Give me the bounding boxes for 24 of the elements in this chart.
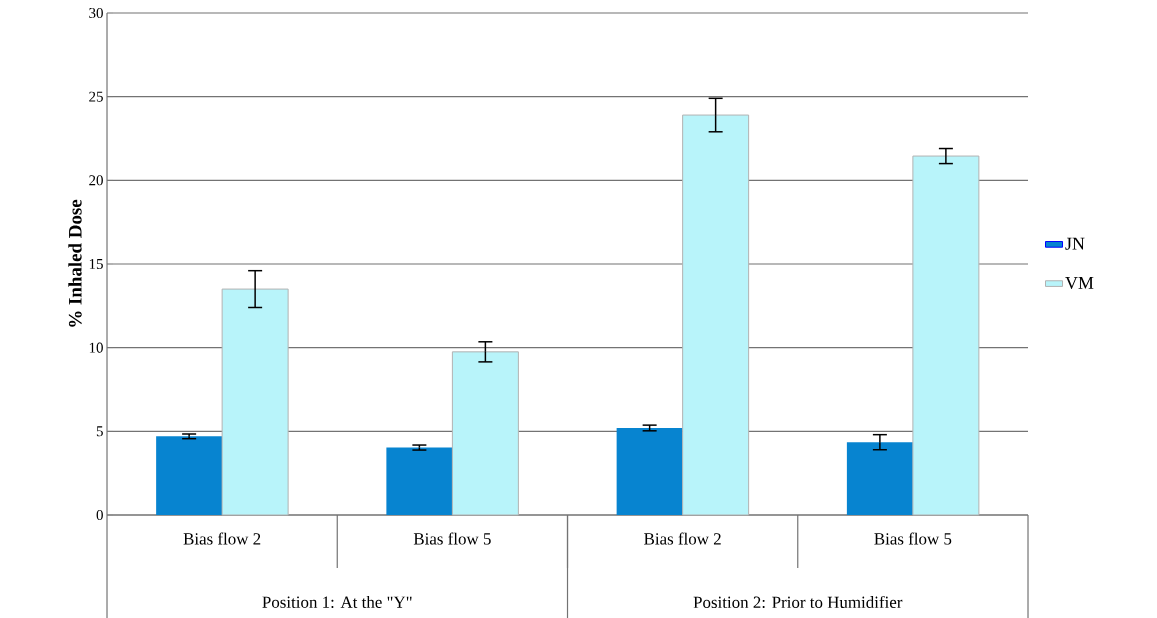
y-tick-label: 30 bbox=[89, 7, 103, 19]
legend-label: VM bbox=[1065, 276, 1094, 289]
y-tick-label: 20 bbox=[89, 175, 103, 186]
x-tick-label: Bias flow 2 bbox=[183, 532, 261, 545]
x-tick-label: Bias flow 2 bbox=[644, 532, 721, 545]
text: Position 1: At the "Y" bbox=[262, 595, 412, 608]
y-tick-label: 25 bbox=[89, 91, 103, 102]
x-tick-label: Bias flow 5 bbox=[413, 532, 491, 545]
bar bbox=[912, 155, 980, 516]
y-tick-label: 0 bbox=[96, 509, 103, 521]
bar bbox=[846, 442, 913, 515]
y-tick-label: 15 bbox=[89, 258, 103, 269]
legend-label: JN bbox=[1065, 237, 1085, 250]
x-tick-label: Bias flow 5 bbox=[874, 532, 952, 545]
bar bbox=[221, 288, 289, 516]
bar bbox=[682, 114, 750, 516]
y-tick-label: 10 bbox=[89, 342, 103, 353]
bar bbox=[451, 351, 519, 516]
text: Position 2: Prior to Humidifier bbox=[693, 595, 903, 609]
bar bbox=[616, 427, 683, 515]
bar bbox=[156, 436, 223, 515]
bar bbox=[386, 447, 453, 515]
y-axis-title: % Inhaled Dose bbox=[68, 199, 82, 327]
y-tick-label: 5 bbox=[96, 426, 103, 437]
